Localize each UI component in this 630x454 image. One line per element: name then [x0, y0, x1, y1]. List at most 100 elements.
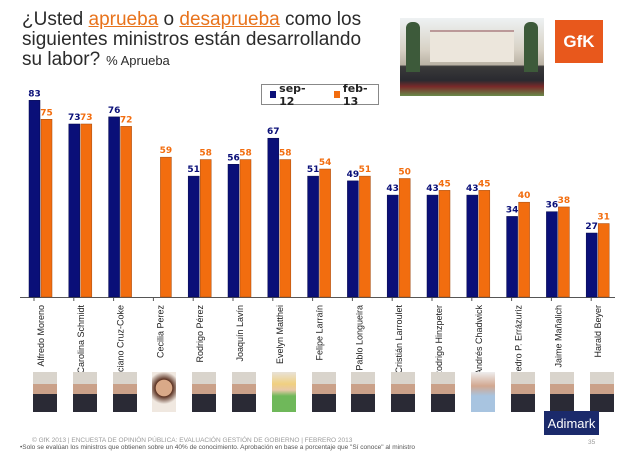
data-label: 59: [160, 146, 173, 156]
bar-sep-12: [28, 100, 41, 298]
minister-portrait: [590, 372, 615, 412]
minister-portrait: [112, 372, 137, 412]
bar-feb-13: [558, 206, 570, 298]
category-label: Jaime Mañalich: [553, 305, 563, 368]
bar-sep-12: [347, 180, 359, 298]
data-label: 54: [319, 158, 332, 168]
category-label: Pedro P. Errázuriz: [514, 305, 524, 378]
data-label: 49: [347, 170, 360, 180]
bar-feb-13: [478, 190, 491, 298]
minister-portrait: [72, 372, 97, 412]
data-label: 40: [518, 191, 531, 201]
legend: sep-12 feb-13: [261, 81, 379, 108]
bar-feb-13: [319, 168, 331, 298]
chart-subtitle: % Aprueba: [106, 53, 170, 68]
minister-portrait: [510, 372, 535, 412]
bar-sep-12: [307, 175, 319, 298]
minister-portrait: [311, 372, 336, 412]
data-label: 51: [187, 165, 200, 175]
chart-title: ¿Usted aprueba o desaprueba como los sig…: [22, 9, 362, 70]
data-label: 72: [120, 115, 133, 125]
minister-portrait: [192, 372, 217, 412]
bar-feb-13: [518, 201, 530, 298]
footer-copyright: © GfK 2013 | ENCUESTA DE OPINIÓN PÚBLICA…: [32, 437, 353, 444]
category-label: Cecilia Perez: [155, 305, 165, 359]
data-label: 50: [398, 168, 411, 178]
data-label: 43: [386, 184, 399, 194]
data-label: 36: [546, 201, 559, 211]
bar-sep-12: [187, 175, 200, 298]
data-label: 56: [227, 153, 240, 163]
minister-portrait: [152, 372, 177, 412]
data-label: 75: [40, 108, 53, 118]
category-label: Rodrigo Hinzpeter: [434, 305, 444, 378]
minister-portrait: [351, 372, 376, 412]
legend-swatch-sep12: [270, 91, 277, 98]
data-label: 38: [558, 196, 571, 206]
data-label: 45: [438, 179, 451, 189]
bar-sep-12: [386, 194, 399, 298]
cabinet-photo: [400, 18, 544, 96]
bar-feb-13: [279, 159, 292, 298]
bar-sep-12: [267, 137, 280, 298]
bar-feb-13: [40, 119, 53, 298]
category-label: Alfredo Moreno: [36, 305, 46, 367]
data-label: 51: [307, 165, 320, 175]
category-label: Evelyn Matthei: [275, 305, 285, 364]
data-label: 45: [478, 179, 491, 189]
minister-portrait: [232, 372, 256, 412]
minister-portrait: [271, 372, 296, 412]
bar-feb-13: [438, 190, 451, 298]
data-label: 27: [585, 222, 598, 232]
legend-swatch-feb13: [333, 91, 340, 98]
footer-note: •Solo se evalúan los ministros que obtie…: [20, 444, 415, 451]
category-label: Pablo Longueira: [354, 305, 364, 371]
category-label: Luciano Cruz-Coke: [116, 305, 126, 382]
bar-feb-13: [597, 223, 610, 298]
bar-feb-13: [120, 126, 132, 298]
data-label: 58: [279, 149, 292, 159]
data-label: 58: [199, 149, 212, 159]
bar-sep-12: [466, 194, 479, 298]
bar-sep-12: [108, 116, 120, 298]
data-label: 58: [239, 149, 252, 159]
minister-portrait: [470, 372, 495, 412]
bar-sep-12: [68, 123, 81, 298]
minister-portrait: [391, 372, 416, 412]
bar-feb-13: [160, 156, 172, 298]
data-label: 31: [597, 213, 610, 223]
approve-word: aprueba: [88, 9, 159, 30]
bar-sep-12: [227, 164, 240, 298]
page-number: 35: [588, 439, 596, 446]
gfk-logo: GfK: [555, 20, 603, 63]
legend-label-feb13: feb-13: [342, 81, 368, 108]
bar-feb-13: [359, 175, 371, 298]
bar-sep-12: [585, 232, 598, 298]
minister-portrait: [33, 372, 57, 412]
data-label: 51: [359, 165, 372, 175]
bar-sep-12: [546, 211, 558, 298]
bar-feb-13: [239, 159, 252, 298]
bar-feb-13: [199, 159, 212, 298]
legend-label-sep12: sep-12: [279, 81, 306, 108]
data-label: 43: [426, 184, 439, 194]
category-label: Felipe Larraín: [315, 305, 325, 361]
data-label: 73: [80, 113, 93, 123]
bar-sep-12: [506, 216, 518, 298]
minister-portrait: [550, 372, 575, 412]
bar-feb-13: [398, 178, 411, 298]
data-label: 76: [108, 106, 121, 116]
data-label: 83: [28, 89, 41, 99]
category-label: Andrés Chadwick: [474, 305, 484, 376]
category-label: Carolina Schmidt: [76, 305, 86, 374]
bar-feb-13: [80, 123, 93, 298]
category-label: Cristián Larroulet: [394, 305, 404, 374]
data-label: 73: [68, 113, 81, 123]
category-label: Rodrigo Pérez: [195, 305, 205, 363]
minister-portrait: [431, 372, 455, 412]
data-label: 34: [506, 205, 519, 215]
category-label: Joaquín Lavín: [235, 305, 245, 362]
disapprove-word: desaprueba: [179, 9, 280, 30]
bar-sep-12: [426, 194, 439, 298]
